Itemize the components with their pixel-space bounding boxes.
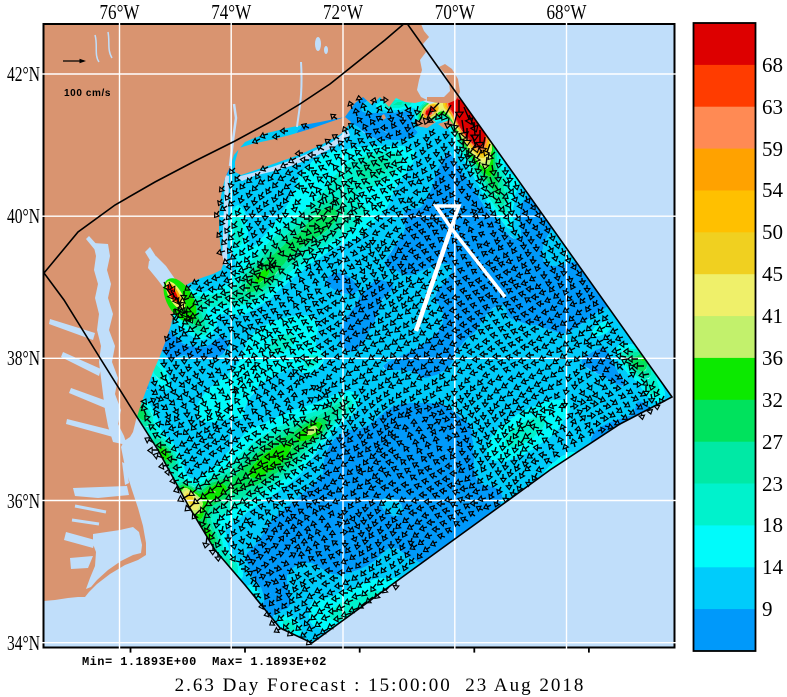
svg-text:72°W: 72°W xyxy=(323,0,363,24)
svg-text:27: 27 xyxy=(762,430,783,454)
svg-text:14: 14 xyxy=(762,555,784,579)
svg-text:70°W: 70°W xyxy=(435,0,475,24)
svg-text:2.63 Day Forecast : 15:00:00: 2.63 Day Forecast : 15:00:00 23 Aug 2018 xyxy=(175,675,586,696)
svg-text:59: 59 xyxy=(762,137,783,161)
svg-text:54: 54 xyxy=(762,178,784,202)
svg-text:40°N: 40°N xyxy=(7,204,40,228)
svg-text:68: 68 xyxy=(762,53,783,77)
svg-text:50: 50 xyxy=(762,220,783,244)
svg-text:76°W: 76°W xyxy=(100,0,140,24)
svg-text:Min= 1.1893E+00 Max= 1.1893E+: Min= 1.1893E+00 Max= 1.1893E+02 xyxy=(82,655,327,669)
svg-text:45: 45 xyxy=(762,262,783,286)
svg-text:36: 36 xyxy=(762,346,783,370)
svg-text:9: 9 xyxy=(762,597,773,621)
svg-text:100 cm/s: 100 cm/s xyxy=(64,88,111,99)
svg-text:74°W: 74°W xyxy=(211,0,251,24)
svg-text:68°W: 68°W xyxy=(547,0,587,24)
svg-text:41: 41 xyxy=(762,304,783,328)
svg-text:36°N: 36°N xyxy=(7,489,40,513)
svg-text:38°N: 38°N xyxy=(7,346,40,370)
svg-text:34°N: 34°N xyxy=(7,631,40,655)
svg-text:18: 18 xyxy=(762,513,783,537)
svg-text:23: 23 xyxy=(762,472,783,496)
svg-text:63: 63 xyxy=(762,95,783,119)
svg-text:42°N: 42°N xyxy=(7,62,40,86)
svg-text:32: 32 xyxy=(762,388,783,412)
